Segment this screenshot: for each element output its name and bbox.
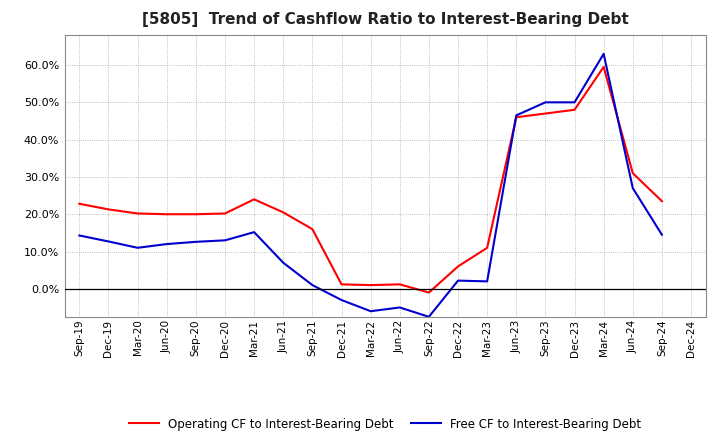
Operating CF to Interest-Bearing Debt <box>308 227 317 232</box>
Operating CF to Interest-Bearing Debt <box>512 114 521 120</box>
Title: [5805]  Trend of Cashflow Ratio to Interest-Bearing Debt: [5805] Trend of Cashflow Ratio to Intere… <box>142 12 629 27</box>
Free CF to Interest-Bearing Debt <box>104 239 113 244</box>
Free CF to Interest-Bearing Debt <box>425 314 433 319</box>
Free CF to Interest-Bearing Debt <box>541 100 550 105</box>
Free CF to Interest-Bearing Debt <box>192 239 200 245</box>
Operating CF to Interest-Bearing Debt <box>599 64 608 70</box>
Operating CF to Interest-Bearing Debt <box>104 207 113 212</box>
Free CF to Interest-Bearing Debt <box>629 186 637 191</box>
Operating CF to Interest-Bearing Debt <box>163 212 171 217</box>
Operating CF to Interest-Bearing Debt <box>541 111 550 116</box>
Operating CF to Interest-Bearing Debt <box>657 198 666 204</box>
Line: Operating CF to Interest-Bearing Debt: Operating CF to Interest-Bearing Debt <box>79 67 662 293</box>
Operating CF to Interest-Bearing Debt <box>337 282 346 287</box>
Free CF to Interest-Bearing Debt <box>220 238 229 243</box>
Free CF to Interest-Bearing Debt <box>250 230 258 235</box>
Free CF to Interest-Bearing Debt <box>512 113 521 118</box>
Free CF to Interest-Bearing Debt <box>75 233 84 238</box>
Operating CF to Interest-Bearing Debt <box>570 107 579 113</box>
Operating CF to Interest-Bearing Debt <box>483 245 492 250</box>
Free CF to Interest-Bearing Debt <box>308 282 317 288</box>
Free CF to Interest-Bearing Debt <box>133 245 142 250</box>
Free CF to Interest-Bearing Debt <box>454 278 462 283</box>
Free CF to Interest-Bearing Debt <box>570 100 579 105</box>
Free CF to Interest-Bearing Debt <box>337 297 346 303</box>
Operating CF to Interest-Bearing Debt <box>75 201 84 206</box>
Operating CF to Interest-Bearing Debt <box>250 197 258 202</box>
Free CF to Interest-Bearing Debt <box>483 279 492 284</box>
Free CF to Interest-Bearing Debt <box>366 308 375 314</box>
Operating CF to Interest-Bearing Debt <box>366 282 375 288</box>
Operating CF to Interest-Bearing Debt <box>220 211 229 216</box>
Operating CF to Interest-Bearing Debt <box>454 264 462 269</box>
Operating CF to Interest-Bearing Debt <box>425 290 433 295</box>
Free CF to Interest-Bearing Debt <box>163 242 171 247</box>
Operating CF to Interest-Bearing Debt <box>192 212 200 217</box>
Operating CF to Interest-Bearing Debt <box>395 282 404 287</box>
Free CF to Interest-Bearing Debt <box>395 305 404 310</box>
Operating CF to Interest-Bearing Debt <box>629 171 637 176</box>
Operating CF to Interest-Bearing Debt <box>133 211 142 216</box>
Free CF to Interest-Bearing Debt <box>599 51 608 56</box>
Line: Free CF to Interest-Bearing Debt: Free CF to Interest-Bearing Debt <box>79 54 662 317</box>
Operating CF to Interest-Bearing Debt <box>279 210 287 215</box>
Free CF to Interest-Bearing Debt <box>657 232 666 238</box>
Free CF to Interest-Bearing Debt <box>279 260 287 265</box>
Legend: Operating CF to Interest-Bearing Debt, Free CF to Interest-Bearing Debt: Operating CF to Interest-Bearing Debt, F… <box>125 413 646 435</box>
